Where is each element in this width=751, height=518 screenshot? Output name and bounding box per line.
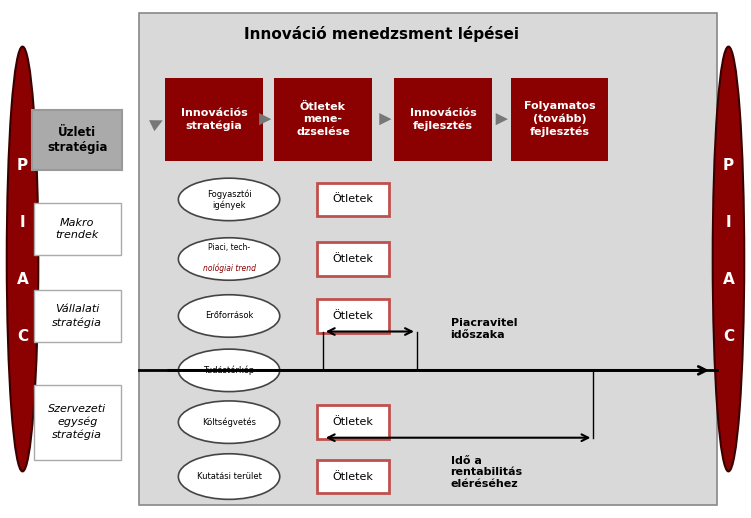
Text: Vállalati
stratégia: Vállalati stratégia xyxy=(53,305,102,327)
Text: A: A xyxy=(722,272,734,287)
Text: Fogyasztói
igények: Fogyasztói igények xyxy=(207,189,252,210)
FancyBboxPatch shape xyxy=(32,110,122,169)
FancyBboxPatch shape xyxy=(318,405,389,439)
Text: Ötletek: Ötletek xyxy=(333,311,373,321)
Text: Idő a
rentabilitás
eléréséhez: Idő a rentabilitás eléréséhez xyxy=(451,456,523,489)
Text: Innováció menedzsment lépései: Innováció menedzsment lépései xyxy=(244,26,519,41)
Text: Kutatási terület: Kutatási terület xyxy=(197,472,261,481)
Text: I: I xyxy=(725,215,731,230)
FancyBboxPatch shape xyxy=(318,460,389,493)
Text: Ötletek: Ötletek xyxy=(333,471,373,482)
Text: Költségvetés: Költségvetés xyxy=(202,418,256,427)
Text: Ötletek: Ötletek xyxy=(333,417,373,427)
Text: Ötletek: Ötletek xyxy=(333,254,373,264)
Ellipse shape xyxy=(713,47,744,471)
Text: Makro
trendek: Makro trendek xyxy=(56,218,99,240)
Ellipse shape xyxy=(179,295,280,337)
FancyBboxPatch shape xyxy=(139,13,717,505)
Text: Piaci, tech-: Piaci, tech- xyxy=(208,243,250,252)
Text: Innovációs
stratégia: Innovációs stratégia xyxy=(181,108,247,131)
Text: Szervezeti
egység
stratégia: Szervezeti egység stratégia xyxy=(48,404,107,440)
Ellipse shape xyxy=(179,401,280,443)
FancyBboxPatch shape xyxy=(511,78,608,161)
Ellipse shape xyxy=(179,454,280,499)
Text: A: A xyxy=(17,272,29,287)
Text: C: C xyxy=(723,329,734,344)
Text: Erőforrások: Erőforrások xyxy=(205,311,253,321)
Text: P: P xyxy=(17,159,28,173)
Ellipse shape xyxy=(179,178,280,221)
Text: Ötletek: Ötletek xyxy=(333,194,373,205)
Text: C: C xyxy=(17,329,28,344)
FancyBboxPatch shape xyxy=(35,384,120,460)
Text: Tudástérkép: Tudástérkép xyxy=(204,366,255,375)
Ellipse shape xyxy=(179,238,280,280)
Text: Piacravitel
időszaka: Piacravitel időszaka xyxy=(451,318,517,340)
FancyBboxPatch shape xyxy=(274,78,372,161)
FancyBboxPatch shape xyxy=(318,183,389,217)
FancyBboxPatch shape xyxy=(35,203,120,255)
Ellipse shape xyxy=(7,47,38,471)
Text: P: P xyxy=(723,159,734,173)
Text: Ötletek
mene-
dzselése: Ötletek mene- dzselése xyxy=(296,102,350,137)
FancyBboxPatch shape xyxy=(35,290,120,342)
FancyBboxPatch shape xyxy=(394,78,492,161)
Text: Üzleti
stratégia: Üzleti stratégia xyxy=(47,126,107,154)
FancyBboxPatch shape xyxy=(318,242,389,276)
Text: nológiai trend: nológiai trend xyxy=(203,264,255,273)
Ellipse shape xyxy=(179,349,280,392)
Text: Folyamatos
(tovább)
fejlesztés: Folyamatos (tovább) fejlesztés xyxy=(523,101,596,137)
Text: Innovációs
fejlesztés: Innovációs fejlesztés xyxy=(410,108,476,131)
FancyBboxPatch shape xyxy=(318,299,389,333)
Text: I: I xyxy=(20,215,26,230)
FancyBboxPatch shape xyxy=(165,78,263,161)
